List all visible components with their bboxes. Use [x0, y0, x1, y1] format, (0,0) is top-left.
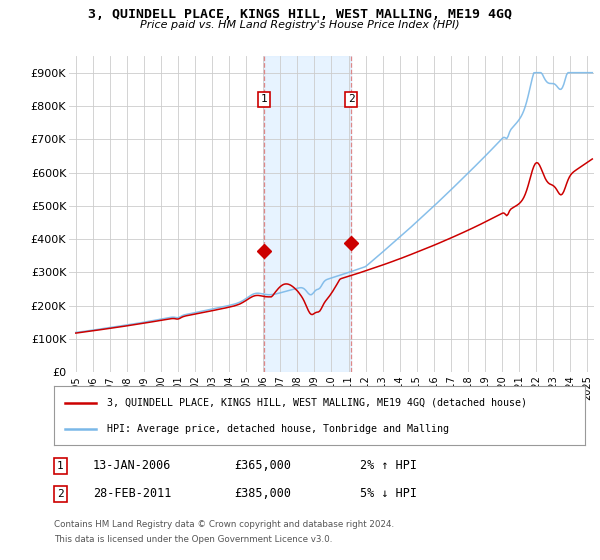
- Text: 28-FEB-2011: 28-FEB-2011: [93, 487, 172, 501]
- Text: 13-JAN-2006: 13-JAN-2006: [93, 459, 172, 473]
- Text: 3, QUINDELL PLACE, KINGS HILL, WEST MALLING, ME19 4GQ (detached house): 3, QUINDELL PLACE, KINGS HILL, WEST MALL…: [107, 398, 527, 408]
- Text: £385,000: £385,000: [234, 487, 291, 501]
- Text: Contains HM Land Registry data © Crown copyright and database right 2024.: Contains HM Land Registry data © Crown c…: [54, 520, 394, 529]
- Text: 1: 1: [260, 94, 268, 104]
- Text: 2: 2: [348, 94, 355, 104]
- Text: 2: 2: [57, 489, 64, 499]
- Text: 5% ↓ HPI: 5% ↓ HPI: [360, 487, 417, 501]
- Text: £365,000: £365,000: [234, 459, 291, 473]
- Text: This data is licensed under the Open Government Licence v3.0.: This data is licensed under the Open Gov…: [54, 535, 332, 544]
- Bar: [264, 56, 351, 372]
- Text: 3, QUINDELL PLACE, KINGS HILL, WEST MALLING, ME19 4GQ: 3, QUINDELL PLACE, KINGS HILL, WEST MALL…: [88, 8, 512, 21]
- Text: 2% ↑ HPI: 2% ↑ HPI: [360, 459, 417, 473]
- Text: Price paid vs. HM Land Registry's House Price Index (HPI): Price paid vs. HM Land Registry's House …: [140, 20, 460, 30]
- Text: 1: 1: [57, 461, 64, 471]
- Text: HPI: Average price, detached house, Tonbridge and Malling: HPI: Average price, detached house, Tonb…: [107, 424, 449, 434]
